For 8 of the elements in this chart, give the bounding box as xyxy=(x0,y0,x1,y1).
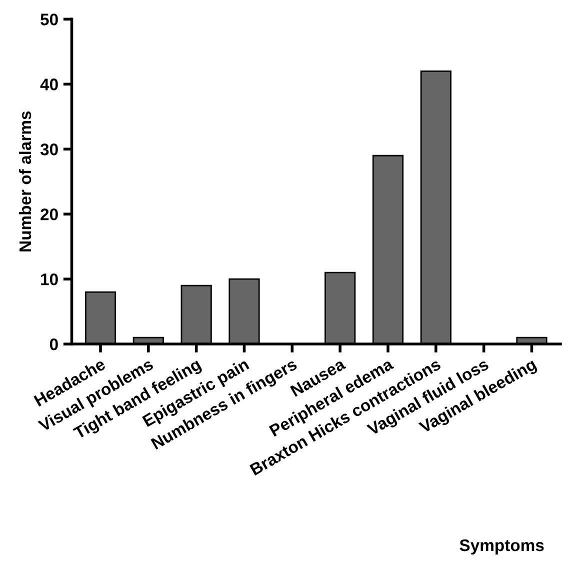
y-tick-label: 40 xyxy=(40,78,58,90)
y-tick-label: 20 xyxy=(40,208,58,220)
y-tick-label: 10 xyxy=(41,273,58,286)
y-axis-title: Number of alarms xyxy=(18,111,32,252)
y-tick-label: 0 xyxy=(50,338,58,350)
y-tick-label: 50 xyxy=(40,14,58,26)
y-tick-label: 30 xyxy=(40,144,58,156)
x-axis-title: Symptoms xyxy=(460,539,544,554)
